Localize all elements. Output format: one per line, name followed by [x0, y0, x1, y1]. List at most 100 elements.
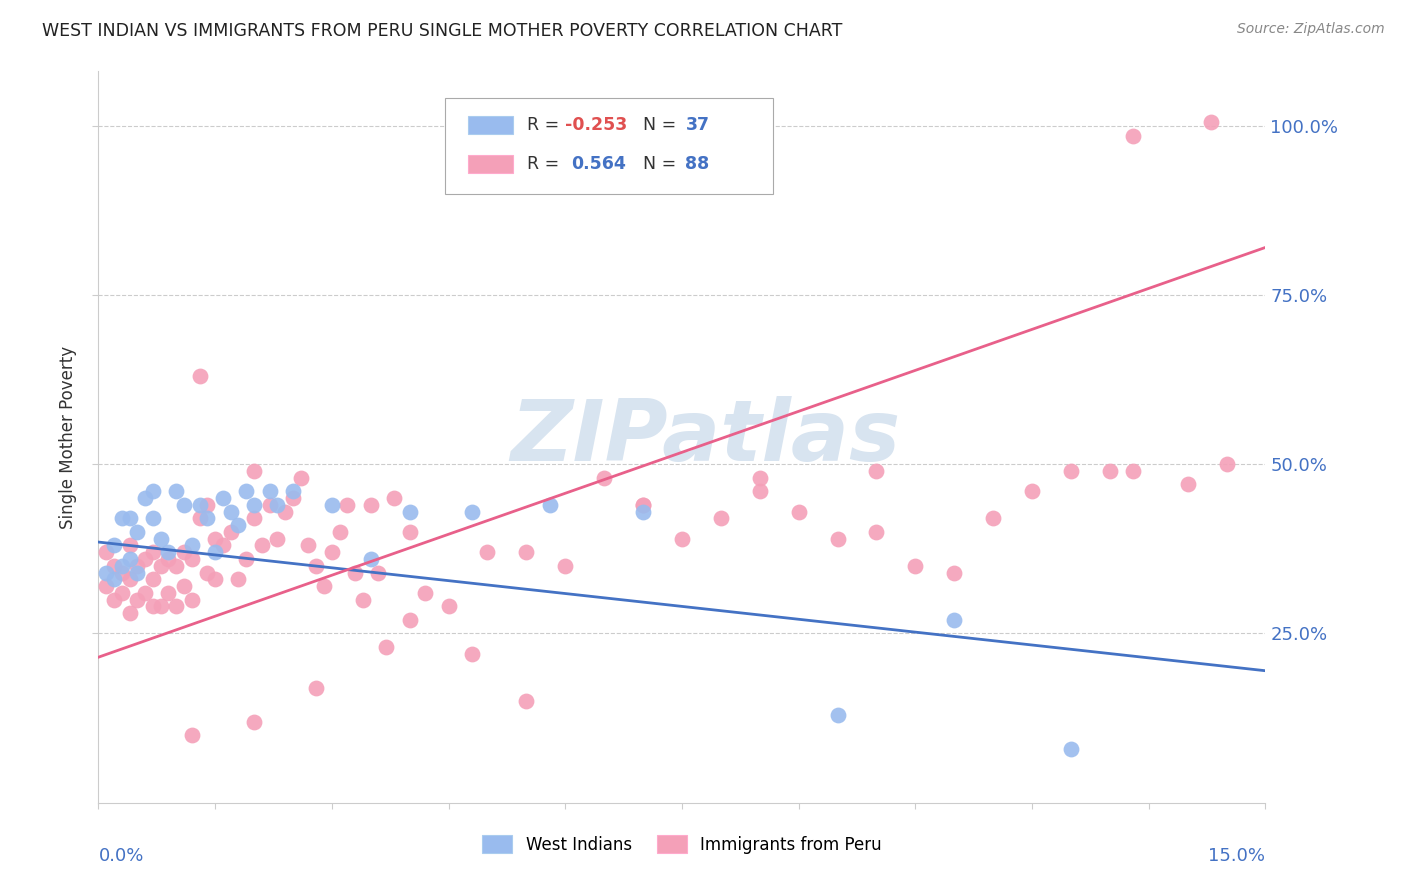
- Point: [180, 538, 202, 552]
- Point: [748, 471, 770, 485]
- Point: [195, 566, 218, 580]
- FancyBboxPatch shape: [468, 155, 513, 173]
- Point: [297, 538, 319, 552]
- Point: [188, 498, 211, 512]
- Point: [212, 538, 235, 552]
- Point: [413, 586, 436, 600]
- FancyBboxPatch shape: [446, 98, 773, 194]
- Point: [118, 572, 141, 586]
- Point: [865, 464, 887, 478]
- Point: [127, 558, 149, 573]
- Point: [382, 491, 405, 505]
- Point: [329, 524, 352, 539]
- Point: [398, 613, 420, 627]
- Point: [195, 511, 218, 525]
- Point: [981, 511, 1004, 525]
- Point: [398, 505, 420, 519]
- Text: 0.564: 0.564: [571, 155, 626, 173]
- Point: [827, 707, 849, 722]
- Text: 0.0%: 0.0%: [98, 847, 143, 864]
- Point: [312, 579, 335, 593]
- Point: [1122, 464, 1144, 478]
- Point: [173, 498, 195, 512]
- Point: [515, 694, 537, 708]
- Text: R =: R =: [527, 155, 564, 173]
- Point: [259, 484, 281, 499]
- Point: [710, 511, 733, 525]
- Point: [188, 511, 211, 525]
- Point: [142, 511, 165, 525]
- Point: [1098, 464, 1121, 478]
- Point: [142, 572, 165, 586]
- Point: [157, 586, 180, 600]
- Point: [787, 505, 810, 519]
- Text: 37: 37: [685, 116, 710, 134]
- Point: [212, 491, 235, 505]
- Point: [274, 505, 297, 519]
- Point: [149, 599, 172, 614]
- Text: N =: N =: [631, 155, 682, 173]
- Point: [281, 484, 304, 499]
- Text: 88: 88: [685, 155, 710, 173]
- Point: [538, 498, 561, 512]
- Point: [204, 572, 226, 586]
- Point: [259, 498, 281, 512]
- Point: [235, 484, 257, 499]
- Point: [593, 471, 616, 485]
- Point: [180, 552, 202, 566]
- Point: [1060, 464, 1083, 478]
- Point: [904, 558, 927, 573]
- Point: [865, 524, 887, 539]
- Point: [96, 579, 118, 593]
- Point: [243, 464, 266, 478]
- Text: 15.0%: 15.0%: [1208, 847, 1265, 864]
- Point: [103, 538, 125, 552]
- Point: [118, 552, 141, 566]
- Point: [554, 558, 576, 573]
- Point: [461, 505, 484, 519]
- Point: [111, 586, 134, 600]
- Point: [631, 498, 654, 512]
- Point: [134, 552, 156, 566]
- Point: [1122, 128, 1144, 143]
- Point: [228, 572, 250, 586]
- Point: [281, 491, 304, 505]
- Point: [1060, 741, 1083, 756]
- Point: [266, 532, 288, 546]
- Point: [173, 545, 195, 559]
- Point: [827, 532, 849, 546]
- Point: [142, 599, 165, 614]
- Point: [477, 545, 499, 559]
- Point: [398, 524, 420, 539]
- Point: [127, 524, 149, 539]
- Point: [631, 505, 654, 519]
- Point: [180, 592, 202, 607]
- Point: [165, 558, 187, 573]
- Point: [243, 714, 266, 729]
- Point: [111, 558, 134, 573]
- Point: [235, 552, 257, 566]
- Point: [103, 592, 125, 607]
- Point: [367, 566, 389, 580]
- Point: [127, 592, 149, 607]
- Point: [157, 545, 180, 559]
- Point: [1199, 115, 1222, 129]
- Point: [1215, 457, 1237, 471]
- Point: [173, 579, 195, 593]
- Point: [1177, 477, 1199, 491]
- Point: [228, 518, 250, 533]
- Point: [111, 511, 134, 525]
- Point: [134, 586, 156, 600]
- Point: [321, 545, 343, 559]
- Point: [631, 498, 654, 512]
- FancyBboxPatch shape: [468, 116, 513, 134]
- Point: [515, 545, 537, 559]
- Text: -0.253: -0.253: [565, 116, 627, 134]
- Point: [157, 552, 180, 566]
- Point: [149, 532, 172, 546]
- Text: ZIPatlas: ZIPatlas: [510, 395, 900, 479]
- Point: [111, 566, 134, 580]
- Point: [180, 728, 202, 742]
- Point: [352, 592, 374, 607]
- Point: [219, 524, 242, 539]
